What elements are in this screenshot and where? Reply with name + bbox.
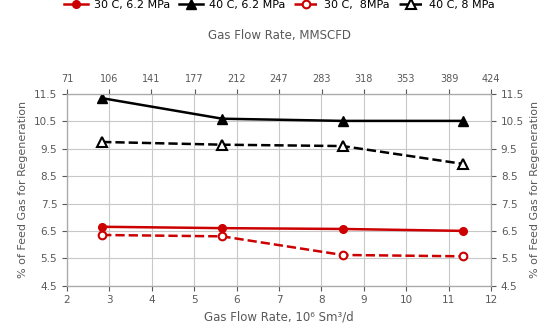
Y-axis label: % of Feed Gas for Regeneration: % of Feed Gas for Regeneration: [18, 101, 28, 279]
Legend: 30 C, 6.2 MPa, 40 C, 6.2 MPa, 30 C,  8MPa, 40 C, 8 MPa: 30 C, 6.2 MPa, 40 C, 6.2 MPa, 30 C, 8MPa…: [64, 0, 494, 10]
Y-axis label: % of Feed Gas for Regeneration: % of Feed Gas for Regeneration: [530, 101, 540, 279]
X-axis label: Gas Flow Rate, 10⁶ Sm³/d: Gas Flow Rate, 10⁶ Sm³/d: [204, 311, 354, 324]
Text: Gas Flow Rate, MMSCFD: Gas Flow Rate, MMSCFD: [208, 29, 350, 42]
